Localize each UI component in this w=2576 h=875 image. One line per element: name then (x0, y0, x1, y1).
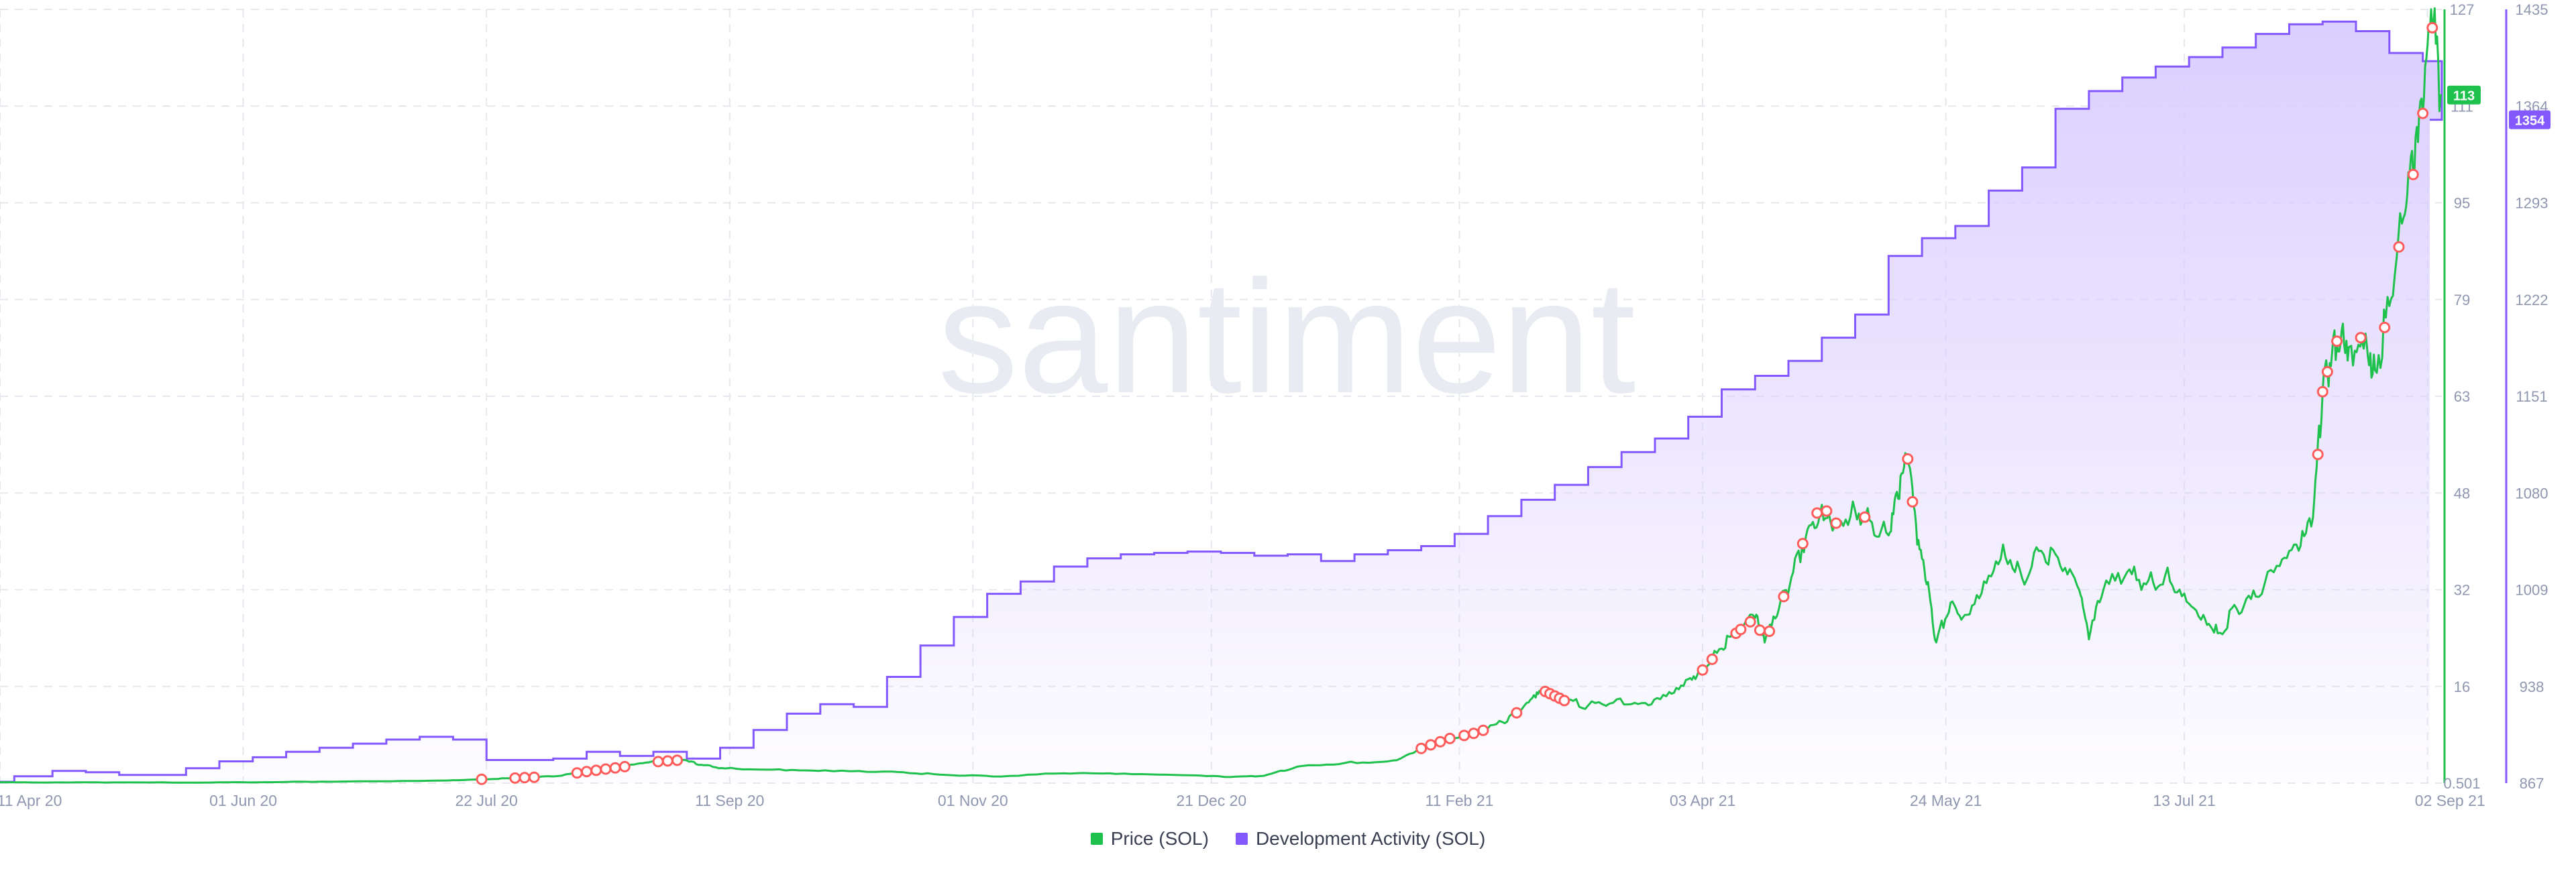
alert-marker (1558, 695, 1570, 707)
x-tick-label: 11 Sep 20 (695, 792, 764, 809)
alert-marker (2355, 332, 2367, 344)
x-tick-label: 13 Jul 21 (2153, 792, 2215, 809)
price-tick-label: 16 (2454, 679, 2470, 695)
x-tick-label: 22 Jul 20 (455, 792, 517, 809)
alert-marker (1697, 664, 1709, 676)
alert-marker (571, 767, 583, 779)
alert-marker (1706, 653, 1718, 665)
alert-marker (509, 772, 521, 784)
alert-marker (581, 766, 592, 778)
alert-marker (1477, 724, 1489, 736)
price-tick-label: 0.501 (2443, 775, 2480, 792)
legend-swatch-dev (1235, 833, 1248, 845)
alert-marker (1796, 538, 1809, 550)
alert-marker (672, 754, 683, 766)
alert-marker (1744, 616, 1756, 628)
legend: Price (SOL) Development Activity (SOL) (0, 828, 2576, 850)
legend-swatch-price (1090, 833, 1103, 845)
alert-marker (619, 760, 631, 772)
alert-marker (2379, 321, 2391, 333)
price-line (0, 7, 2443, 784)
price-tick-label: 63 (2454, 388, 2470, 405)
dev-last-value: 1354 (2515, 114, 2545, 129)
legend-item-dev[interactable]: Development Activity (SOL) (1235, 828, 1486, 850)
x-tick-label: 02 Sep 21 (2415, 792, 2485, 809)
alert-marker (519, 772, 531, 784)
x-tick-label: 11 Apr 20 (0, 792, 62, 809)
alert-marker (1425, 739, 1437, 751)
dev-tick-label: 867 (2520, 775, 2544, 792)
alert-marker (1811, 507, 1823, 519)
alert-marker (2407, 168, 2419, 180)
alert-marker (1907, 495, 1919, 508)
alert-marker (1444, 732, 1456, 744)
x-tick-label: 11 Feb 21 (1426, 792, 1494, 809)
alert-marker (652, 756, 664, 768)
alert-marker (1415, 742, 1428, 754)
x-tick-label: 03 Apr 21 (1670, 792, 1735, 809)
alert-marker (1859, 511, 1871, 523)
dev-activity-line (0, 20, 2443, 783)
dev-tick-label: 1151 (2516, 388, 2547, 405)
alert-marker (1468, 727, 1480, 740)
alert-marker (528, 771, 540, 783)
alert-marker (2321, 366, 2333, 377)
alert-marker (2312, 449, 2324, 461)
legend-label-dev: Development Activity (SOL) (1255, 828, 1486, 849)
legend-label-price: Price (SOL) (1110, 828, 1209, 849)
price-tick-label: 48 (2454, 485, 2470, 502)
legend-item-price[interactable]: Price (SOL) (1090, 828, 1209, 850)
series-layer (0, 7, 2443, 784)
dev-tick-label: 938 (2520, 679, 2544, 695)
alert-marker (1458, 730, 1470, 742)
x-tick-label: 24 May 21 (1910, 792, 1982, 809)
alert-marker (2417, 107, 2429, 119)
alert-marker (600, 763, 612, 775)
alert-layer (476, 21, 2438, 785)
dev-tick-label: 1080 (2516, 485, 2548, 502)
dev-activity-area (0, 21, 2442, 783)
alert-marker (661, 755, 674, 767)
x-tick-label: 01 Nov 20 (938, 792, 1008, 809)
alert-marker (2331, 335, 2343, 347)
alert-marker (1434, 736, 1446, 748)
price-last-badge (2447, 85, 2481, 105)
price-last-value: 113 (2453, 89, 2475, 104)
alert-marker (2393, 241, 2405, 253)
alert-marker (1902, 453, 1914, 465)
dev-tick-label: 1293 (2516, 195, 2548, 212)
x-tick-label: 01 Jun 20 (209, 792, 277, 809)
alert-marker (1511, 707, 1523, 719)
alert-marker (1754, 624, 1766, 636)
alert-marker (2316, 386, 2328, 398)
alert-marker (2426, 21, 2438, 34)
watermark: santiment (938, 247, 1636, 426)
alert-marker (1821, 505, 1833, 517)
price-tick-label: 32 (2454, 582, 2470, 599)
alert-marker (1735, 624, 1747, 636)
axes: 1271119579634832160.50114351364129312221… (0, 1, 2551, 809)
dev-last-badge (2509, 110, 2551, 129)
alert-marker (1778, 591, 1790, 603)
alert-marker (1830, 517, 1842, 529)
alert-marker (476, 773, 488, 785)
alert-marker (609, 762, 621, 774)
alert-marker (590, 764, 602, 776)
price-tick-label: 127 (2450, 1, 2475, 18)
price-tick-label: 95 (2454, 195, 2470, 212)
dev-tick-label: 1435 (2516, 1, 2548, 18)
dev-tick-label: 1009 (2516, 582, 2548, 599)
dev-tick-label: 1222 (2516, 292, 2548, 308)
x-tick-label: 21 Dec 20 (1176, 792, 1246, 809)
alert-marker (1764, 626, 1776, 637)
price-tick-label: 79 (2454, 292, 2470, 308)
